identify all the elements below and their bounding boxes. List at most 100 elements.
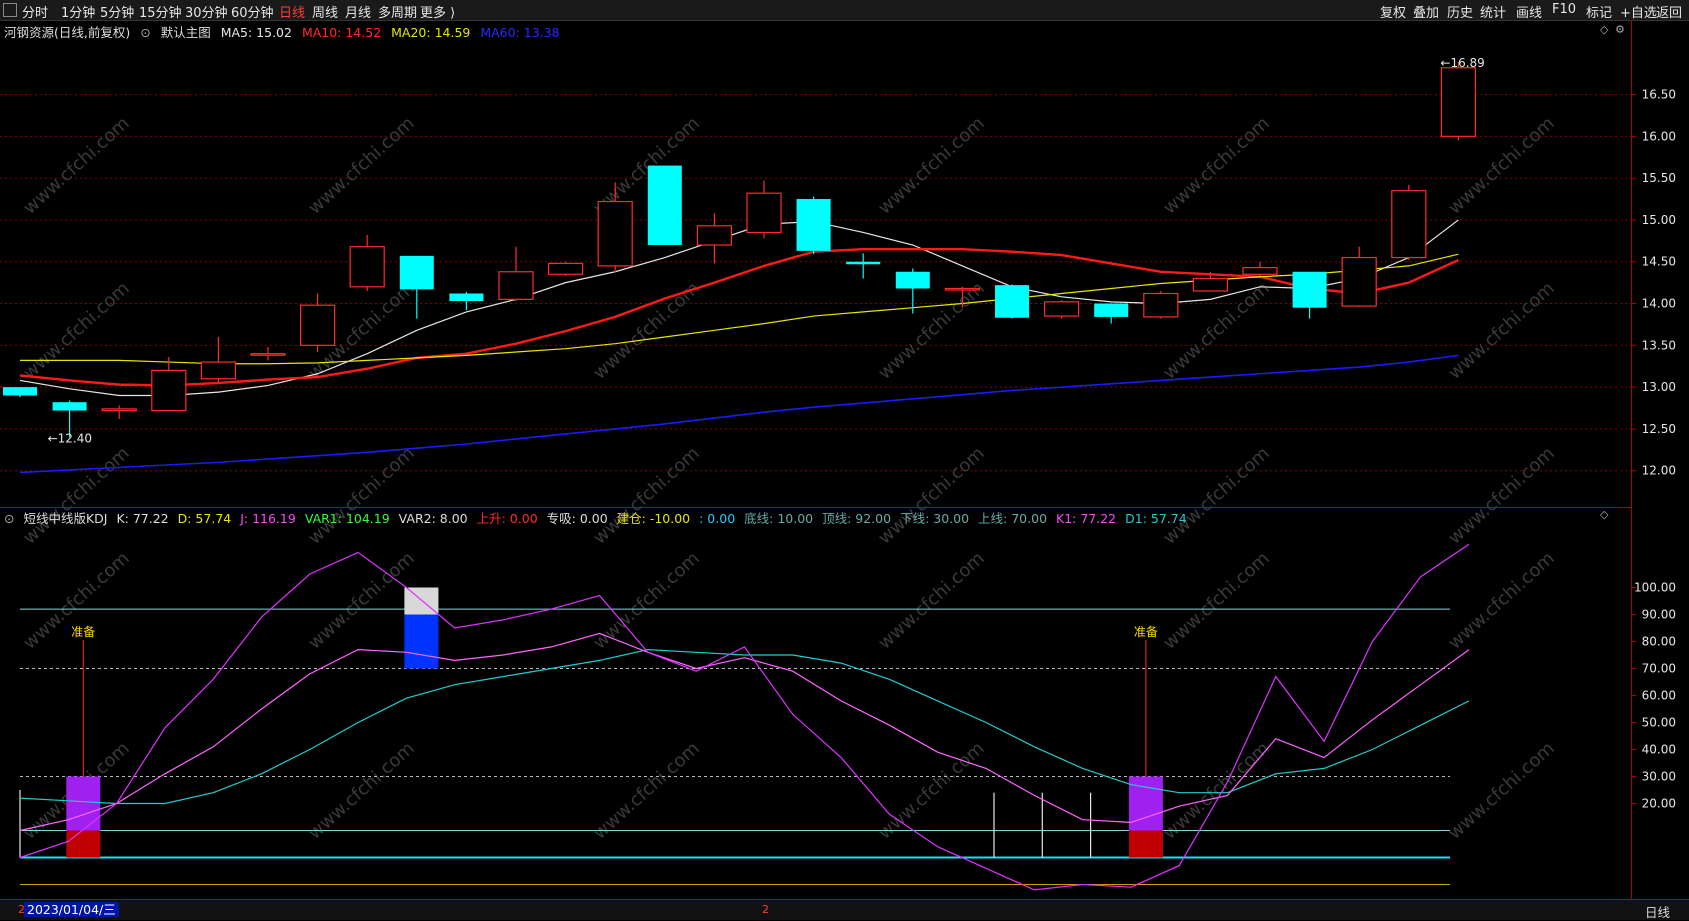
scroll-up-icon[interactable]: ◇ [1600,23,1609,36]
d-value: D: 57.74 [177,511,232,526]
var2-value: VAR2: 8.00 [398,511,468,526]
toolbar-item-6[interactable]: 日线 [279,6,306,21]
indicator-settings-icon[interactable]: ⊙ [4,511,15,526]
settings-icon[interactable]: ⚙ [1615,23,1625,36]
ma-line-ma10 [19,247,1459,387]
candle-body-up [1192,277,1229,292]
main-chart-info: 河钢资源(日线,前复权) ⊙ 默认主图 MA5: 15.02 MA10: 14.… [4,22,566,41]
bottom-line-value: 底线: 10.00 [744,511,814,526]
toolbar-item-9[interactable]: 多周期 [378,6,418,21]
candle-body-up [597,200,633,267]
watermark-text: www.cfchi.com [1444,443,1558,549]
pane-divider [0,507,1631,508]
candle-body-down [449,293,484,302]
kdj-line-d [19,632,1470,832]
candle-body-down [1292,271,1327,308]
period-label[interactable]: 日线 [1645,905,1671,920]
toolbar-right-item-4[interactable]: 画线 [1516,6,1543,21]
upper-line-value: 上线: 70.00 [978,511,1048,526]
candle-body-up [547,262,584,275]
toolbar-right-item-0[interactable]: 复权 [1380,6,1407,21]
candle-body-up [498,271,534,300]
chart-settings-icon[interactable]: ⊙ [140,25,151,40]
candle-body-down [796,199,831,251]
stock-name[interactable]: 河钢资源(日线,前复权) [4,25,131,40]
main-chart-label[interactable]: 默认主图 [160,25,211,40]
kdj-line-k [19,648,1470,805]
date-cursor-label: 2023/01/04/三 [24,902,119,917]
watermark-text: www.cfchi.com [1444,738,1558,844]
watermark-text: www.cfchi.com [874,443,988,549]
candle-body-down [895,271,930,289]
indicator-toggle-icon[interactable]: ◇ [1600,508,1609,521]
toolbar-right-item-6[interactable]: 标记 [1586,6,1613,21]
ma10-value: MA10: 14.52 [301,25,382,40]
candle-body-up [1143,292,1179,318]
candle-body-down [52,402,87,411]
toolbar-right-item-7[interactable]: +自选 [1620,6,1657,21]
toolbar-item-0[interactable]: 分时 [22,6,49,21]
toolbar-right-item-1[interactable]: 叠加 [1413,6,1440,21]
build2-value: : 0.00 [699,511,736,526]
low-price-label: ←12.40 [48,431,92,445]
watermark-text: www.cfchi.com [589,548,703,654]
watermark-text: www.cfchi.com [304,738,418,844]
watermark-text: www.cfchi.com [1444,548,1558,654]
watermark-text: www.cfchi.com [589,738,703,844]
toolbar-right-item-3[interactable]: 统计 [1480,6,1507,21]
candle-body-up [1440,67,1477,137]
price-tick-label: 14.50 [1642,255,1676,269]
watermark-text: www.cfchi.com [19,113,133,219]
watermark-text: www.cfchi.com [1159,443,1273,549]
price-tick-label: 13.50 [1642,338,1676,352]
price-tick-label: 16.00 [1642,129,1676,143]
ma20-value: MA20: 14.59 [391,25,471,40]
up-value: 上升: 0.00 [476,511,538,526]
watermark-text: www.cfchi.com [874,548,988,654]
candle-body-up [1242,266,1278,275]
price-tick-label: 15.00 [1642,213,1676,227]
var1-value: VAR1: 104.19 [304,511,390,526]
ma-line-ma60 [19,354,1459,474]
signal-bar-top [66,776,101,831]
signal-label: 准备 [71,625,95,639]
k1-value: K1: 77.22 [1056,511,1117,526]
k-value: K: 77.22 [116,511,169,526]
toolbar-item-4[interactable]: 30分钟 [185,6,228,21]
signal-bar-bottom [66,830,101,858]
toolbar-item-10[interactable]: 更多 ⟩ [420,6,456,21]
toolbar-item-2[interactable]: 5分钟 [100,6,135,21]
watermark-text: www.cfchi.com [1444,278,1558,384]
candle-body-up [250,353,286,356]
toolbar-item-8[interactable]: 月线 [345,6,372,21]
toolbar-item-7[interactable]: 周线 [312,6,339,21]
candle-body-up [200,361,236,380]
toolbar-item-1[interactable]: 1分钟 [61,6,96,21]
top-toolbar: 分时 1分钟 5分钟 15分钟 30分钟 60分钟 日线 周线 月线 多周期 更多 ⟩ 复权 叠加 历史… [0,0,1689,21]
toolbar-right-item-5[interactable]: F10 [1552,2,1577,17]
watermark-text: www.cfchi.com [874,738,988,844]
price-tick-label: 13.00 [1642,380,1676,394]
absorb-value: 专吸: 0.00 [546,511,608,526]
watermark-text: www.cfchi.com [19,443,133,549]
watermark-text: www.cfchi.com [589,278,703,384]
ma-line-ma5 [19,219,1459,397]
candle-body-up [101,408,137,412]
bottom-marker-left: 2 [18,903,25,916]
toolbar-right-item-8[interactable]: 返回 [1656,6,1683,21]
watermark-text: www.cfchi.com [304,548,418,654]
build-value: 建仓: -10.00 [616,511,691,526]
window-icon[interactable] [3,3,17,17]
indicator-name[interactable]: 短线中线版KDJ [23,511,108,526]
candle-body-up [746,192,782,234]
bottom-marker-mid: 2 [762,903,769,916]
candle-body-up [696,225,733,246]
toolbar-item-3[interactable]: 15分钟 [139,6,182,21]
candle-body-up [349,246,385,288]
signal-bar-bottom [1128,830,1163,858]
top-line-value: 顶线: 92.00 [822,511,892,526]
toolbar-item-5[interactable]: 60分钟 [231,6,274,21]
toolbar-right-item-2[interactable]: 历史 [1447,6,1474,21]
j-value: J: 116.19 [240,511,296,526]
kdj-tick-label: 50.00 [1642,716,1676,730]
